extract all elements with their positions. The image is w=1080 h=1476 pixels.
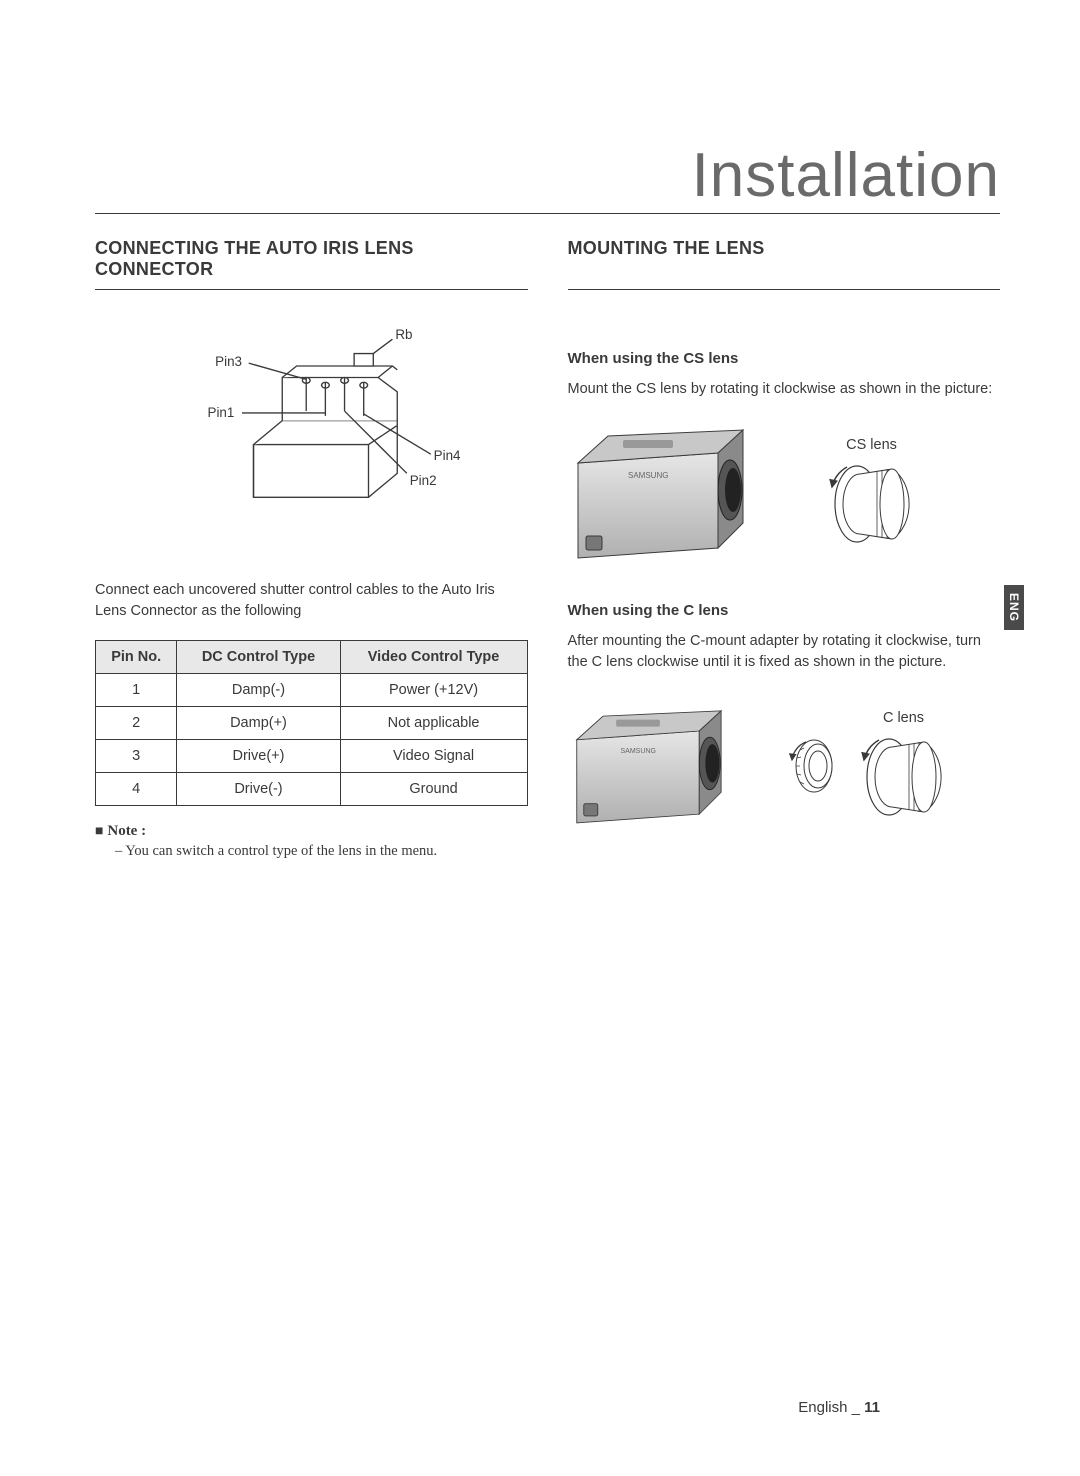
left-intro-text: Connect each uncovered shutter control c… [95,580,528,622]
c-mount-adapter-illustration [786,736,846,796]
c-lens-illustration [854,732,954,822]
footer-lang: English [798,1399,847,1416]
left-column: CONNECTING THE AUTO IRIS LENS CONNECTOR [95,238,528,875]
table-cell: Power (+12V) [340,674,527,707]
table-cell: Damp(+) [177,707,340,740]
c-lens-label: C lens [883,710,924,726]
footer-sep: _ [852,1399,860,1416]
table-row: 4 Drive(-) Ground [96,773,528,806]
cs-sub-heading: When using the CS lens [568,350,1001,367]
table-cell: Damp(-) [177,674,340,707]
diagram-label-pin4: Pin4 [434,448,461,463]
table-cell: 3 [96,740,177,773]
table-cell: 4 [96,773,177,806]
camera-illustration-c: SAMSUNG [568,691,778,841]
table-row: 1 Damp(-) Power (+12V) [96,674,528,707]
table-header: DC Control Type [177,641,340,674]
right-column: MOUNTING THE LENS When using the CS lens… [568,238,1001,875]
language-tab: ENG [1004,585,1024,630]
note-text: – You can switch a control type of the l… [95,843,528,860]
table-cell: Drive(+) [177,740,340,773]
content-columns: CONNECTING THE AUTO IRIS LENS CONNECTOR [95,238,1000,875]
right-section-heading: MOUNTING THE LENS [568,238,1001,290]
diagram-label-rb: Rb [396,327,413,342]
table-cell: Ground [340,773,527,806]
cs-lens-label: CS lens [846,437,897,453]
cs-lens-illustration [822,459,922,549]
footer-page-number: 11 [864,1399,880,1416]
cs-body-text: Mount the CS lens by rotating it clockwi… [568,379,1001,400]
spacer [568,320,1001,350]
iris-connector-diagram: Rb Pin3 Pin1 Pin4 Pin2 [95,320,528,550]
chapter-title: Installation [95,140,1000,214]
page-footer: English _ 11 [798,1399,880,1416]
note-label: Note : [107,823,146,839]
table-row: 3 Drive(+) Video Signal [96,740,528,773]
table-header: Pin No. [96,641,177,674]
note-bullet-icon: ■ [95,822,103,838]
c-image-row: SAMSUNG C lens [568,691,1001,841]
svg-text:SAMSUNG: SAMSUNG [628,471,668,480]
table-header-row: Pin No. DC Control Type Video Control Ty… [96,641,528,674]
table-cell: 1 [96,674,177,707]
table-cell: Not applicable [340,707,527,740]
pin-table: Pin No. DC Control Type Video Control Ty… [95,640,528,806]
c-sub-heading: When using the C lens [568,602,1001,619]
table-cell: 2 [96,707,177,740]
cs-image-row: SAMSUNG CS lens [568,418,1001,568]
camera-illustration: SAMSUNG [568,418,808,568]
table-cell: Video Signal [340,740,527,773]
table-header: Video Control Type [340,641,527,674]
table-cell: Drive(-) [177,773,340,806]
diagram-label-pin2: Pin2 [410,473,437,488]
diagram-label-pin3: Pin3 [215,354,242,369]
note-block: ■ Note : – You can switch a control type… [95,822,528,860]
diagram-label-pin1: Pin1 [208,405,235,420]
svg-text:SAMSUNG: SAMSUNG [620,748,655,755]
c-body-text: After mounting the C-mount adapter by ro… [568,631,1001,673]
left-section-heading: CONNECTING THE AUTO IRIS LENS CONNECTOR [95,238,528,290]
table-row: 2 Damp(+) Not applicable [96,707,528,740]
